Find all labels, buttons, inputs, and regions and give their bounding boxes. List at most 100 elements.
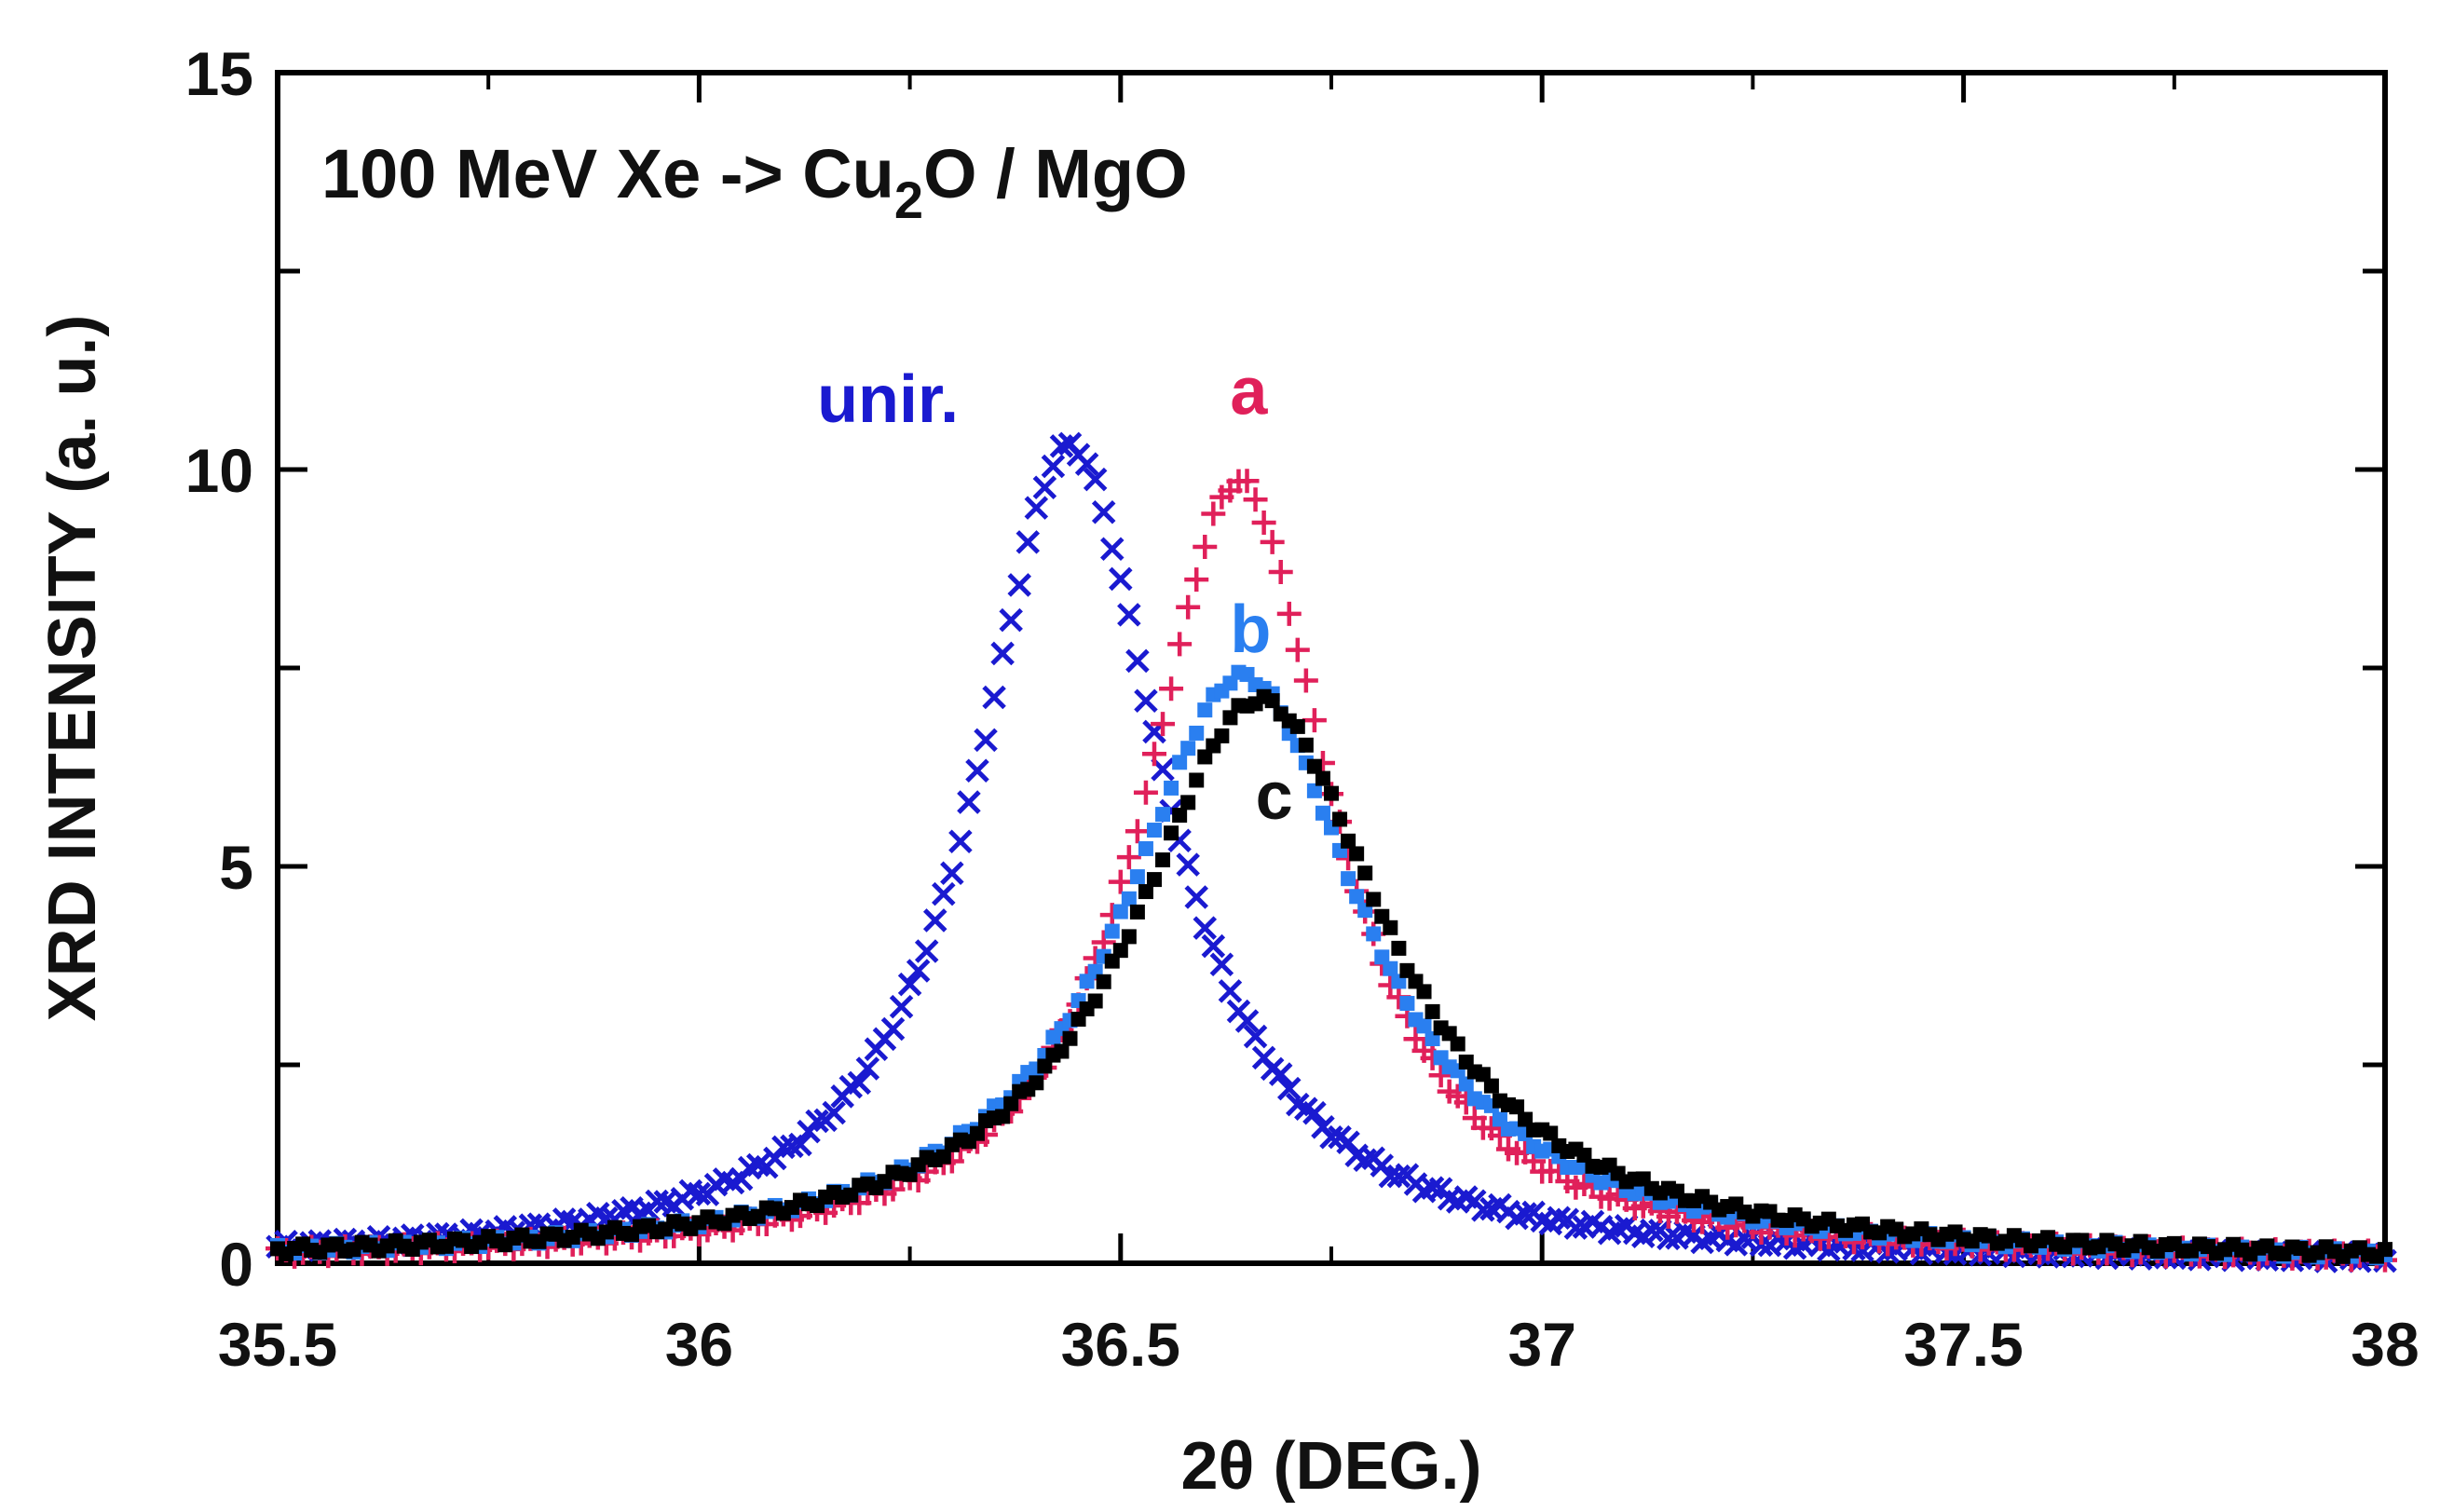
data-point <box>1218 979 1243 1003</box>
data-point <box>1116 845 1141 870</box>
data-point <box>1180 795 1196 810</box>
data-point <box>1383 919 1398 935</box>
data-point <box>1547 1206 1572 1231</box>
series-annotation: b <box>1230 593 1271 667</box>
data-point <box>847 1070 872 1096</box>
data-point <box>880 1016 906 1042</box>
data-point <box>1391 940 1407 956</box>
data-point <box>1341 833 1356 849</box>
data-point <box>1366 926 1382 942</box>
data-point <box>1374 908 1390 924</box>
data-point <box>1289 718 1305 734</box>
data-point <box>1349 889 1365 905</box>
data-point <box>889 994 914 1019</box>
data-point <box>914 939 939 963</box>
data-point <box>1243 1024 1268 1049</box>
data-point <box>965 758 989 783</box>
data-point <box>974 728 998 753</box>
data-point <box>1184 567 1209 593</box>
data-point <box>1428 1063 1453 1088</box>
data-point <box>1138 884 1153 900</box>
data-point <box>1399 996 1415 1012</box>
data-point <box>1306 783 1322 798</box>
x-axis-title: 2θ (DEG.) <box>1181 1429 1482 1504</box>
data-point <box>1029 1075 1044 1091</box>
data-point <box>1091 499 1116 524</box>
data-point <box>1424 1003 1440 1019</box>
data-point <box>1349 846 1365 862</box>
data-point <box>1416 984 1432 1000</box>
data-point <box>1475 1067 1491 1083</box>
data-point <box>1151 712 1176 737</box>
data-point <box>1450 1036 1465 1052</box>
data-point <box>1117 603 1141 627</box>
data-point <box>1656 1226 1681 1251</box>
data-point <box>1112 943 1128 959</box>
data-point <box>1353 1148 1377 1173</box>
title-subscript: 2 <box>894 170 923 229</box>
data-point <box>1293 668 1318 693</box>
data-point <box>1112 904 1128 919</box>
data-point <box>1306 758 1322 774</box>
chart-title: 100 MeV Xe -> Cu2O / MgO <box>321 135 1188 229</box>
data-point <box>1159 676 1184 702</box>
data-point <box>687 1181 712 1206</box>
data-point <box>1509 1099 1525 1115</box>
data-point <box>1222 710 1238 726</box>
data-point <box>1016 530 1041 554</box>
data-point <box>1167 632 1193 657</box>
x-tick-label: 37.5 <box>1903 1310 2023 1379</box>
data-point <box>1121 891 1137 906</box>
x-tick-label: 36 <box>665 1310 733 1379</box>
data-point <box>1129 904 1145 919</box>
data-point <box>1180 741 1196 756</box>
data-point <box>1096 974 1111 989</box>
data-point <box>1129 869 1145 885</box>
data-point <box>1164 825 1179 841</box>
data-point <box>1357 865 1373 881</box>
data-point <box>1138 840 1153 856</box>
data-point <box>1189 772 1205 788</box>
data-point <box>1386 1164 1411 1189</box>
data-point <box>1041 454 1066 479</box>
data-point <box>995 1109 1011 1124</box>
data-point <box>1458 1076 1474 1092</box>
data-point <box>1121 929 1137 945</box>
data-point <box>1483 1078 1499 1094</box>
data-point <box>1298 737 1314 753</box>
data-point <box>1201 501 1226 526</box>
data-point <box>1155 852 1171 868</box>
data-point <box>1193 916 1218 940</box>
data-point <box>999 607 1023 633</box>
data-point <box>1146 823 1162 838</box>
data-point <box>1268 1062 1293 1086</box>
data-point <box>1315 805 1330 821</box>
y-tick-label: 5 <box>219 833 253 902</box>
data-point <box>1062 1030 1078 1046</box>
data-point <box>935 1149 951 1165</box>
data-point <box>1374 949 1390 965</box>
data-point <box>1234 469 1260 494</box>
x-tick-label: 35.5 <box>218 1310 337 1379</box>
data-point <box>1032 475 1057 500</box>
data-point <box>1243 487 1268 512</box>
data-point <box>1133 780 1158 805</box>
series-1 <box>266 431 2397 1274</box>
data-point <box>1146 872 1162 888</box>
data-point <box>1209 952 1234 977</box>
data-point <box>1099 537 1125 562</box>
data-point <box>2378 1242 2392 1258</box>
data-point <box>1197 702 1213 718</box>
data-point <box>1416 1018 1432 1034</box>
data-point <box>822 1100 846 1125</box>
data-point <box>1471 1198 1495 1222</box>
series-annotation: unir. <box>817 362 959 437</box>
data-point <box>1125 648 1150 674</box>
data-point <box>1176 594 1201 620</box>
data-point <box>1336 1130 1360 1155</box>
data-point <box>1543 1125 1559 1141</box>
data-point <box>1164 780 1179 796</box>
data-point <box>1251 510 1276 535</box>
tick-labels: 35.5 36 36.5 37 37.5 38 0 5 10 15 <box>185 39 2420 1379</box>
data-point <box>957 790 981 814</box>
